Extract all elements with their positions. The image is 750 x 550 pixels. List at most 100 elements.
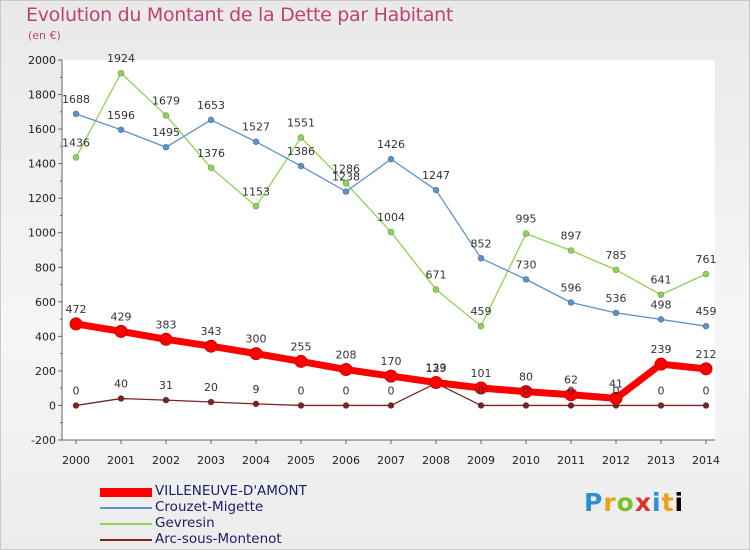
data-label: 0 — [343, 384, 350, 397]
data-point — [117, 126, 125, 134]
data-point — [702, 402, 710, 409]
data-label: 101 — [471, 367, 492, 380]
legend-label: VILLENEUVE-D'AMONT — [155, 483, 307, 499]
proxiti-logo: Proxiti — [584, 488, 685, 517]
data-point — [477, 402, 485, 409]
x-tick-label: 2010 — [512, 454, 540, 467]
x-tick-label: 2009 — [467, 454, 495, 467]
data-label: 1386 — [287, 145, 315, 158]
data-label: 239 — [651, 343, 672, 356]
data-label: 459 — [696, 305, 717, 318]
data-label: 1153 — [242, 185, 270, 198]
data-point — [117, 395, 125, 402]
x-tick-label: 2003 — [197, 454, 225, 467]
data-point — [657, 316, 665, 323]
y-tick-label: 600 — [35, 296, 56, 309]
data-point — [339, 363, 353, 377]
data-point — [429, 375, 443, 389]
data-point — [612, 266, 620, 274]
data-point — [72, 402, 80, 409]
data-label: 1551 — [287, 117, 315, 130]
data-point — [294, 354, 308, 368]
data-label: 170 — [381, 355, 402, 368]
data-label: 596 — [561, 282, 582, 295]
x-tick-label: 2006 — [332, 454, 360, 467]
data-label: 1527 — [242, 121, 270, 134]
data-label: 1376 — [197, 147, 225, 160]
data-label: 1426 — [377, 138, 405, 151]
data-point — [387, 155, 395, 163]
data-point — [72, 110, 80, 118]
data-point — [159, 332, 173, 346]
legend-label: Gevresin — [155, 515, 215, 531]
data-label: 343 — [201, 325, 222, 338]
data-label: 1679 — [152, 94, 180, 107]
data-point — [522, 402, 530, 409]
data-point — [252, 400, 260, 408]
y-tick-label: 200 — [35, 365, 56, 378]
data-label: 761 — [696, 253, 717, 266]
data-label: 472 — [66, 303, 87, 316]
data-label: 1653 — [197, 99, 225, 112]
data-point — [522, 230, 530, 237]
y-tick-label: 0 — [49, 399, 56, 412]
data-label: 9 — [253, 383, 260, 396]
x-tick-label: 2014 — [692, 454, 720, 467]
data-label: 212 — [696, 348, 717, 361]
data-label: 133 — [426, 361, 447, 374]
data-point — [567, 402, 575, 409]
chart-title: Evolution du Montant de la Dette par Hab… — [26, 4, 454, 26]
data-label: 1924 — [107, 52, 135, 65]
data-point — [162, 112, 170, 119]
data-label: 383 — [156, 318, 177, 331]
data-point — [657, 291, 665, 299]
data-point — [387, 402, 395, 409]
data-label: 0 — [478, 384, 485, 397]
data-point — [564, 388, 578, 402]
legend-swatch — [100, 539, 152, 541]
data-label: 1004 — [377, 211, 405, 224]
data-point — [114, 324, 128, 338]
data-label: 0 — [298, 384, 305, 397]
data-label: 641 — [651, 274, 672, 287]
data-point — [477, 254, 485, 262]
data-label: 1596 — [107, 109, 135, 122]
data-point — [657, 402, 665, 409]
legend-label: Crouzet-Migette — [155, 499, 264, 515]
data-point — [342, 180, 350, 187]
y-tick-label: 800 — [35, 261, 56, 274]
data-point — [384, 369, 398, 383]
data-point — [477, 322, 485, 330]
data-point — [702, 270, 710, 278]
x-tick-label: 2011 — [557, 454, 585, 467]
data-label: 255 — [291, 340, 312, 353]
data-point — [387, 228, 395, 236]
x-tick-label: 2013 — [647, 454, 675, 467]
data-label: 0 — [658, 384, 665, 397]
data-point — [207, 398, 215, 406]
data-point — [702, 322, 710, 330]
x-tick-label: 2004 — [242, 454, 270, 467]
x-tick-label: 2001 — [107, 454, 135, 467]
data-point — [162, 143, 170, 151]
data-label: 671 — [426, 269, 447, 282]
data-point — [252, 138, 260, 145]
data-label: 1495 — [152, 126, 180, 139]
data-label: 31 — [159, 379, 173, 392]
data-label: 41 — [609, 377, 623, 390]
y-tick-label: 2000 — [28, 54, 56, 67]
data-point — [297, 134, 305, 141]
data-label: 0 — [388, 384, 395, 397]
data-label: 20 — [204, 381, 218, 394]
data-point — [207, 164, 215, 172]
data-point — [567, 299, 575, 306]
y-tick-label: -200 — [31, 434, 56, 447]
data-label: 62 — [564, 374, 578, 387]
x-tick-label: 2007 — [377, 454, 405, 467]
y-tick-label: 1200 — [28, 192, 56, 205]
data-label: 785 — [606, 249, 627, 262]
legend-swatch — [100, 487, 152, 497]
data-label: 208 — [336, 349, 357, 362]
chart-subtitle: (en €) — [28, 29, 61, 42]
